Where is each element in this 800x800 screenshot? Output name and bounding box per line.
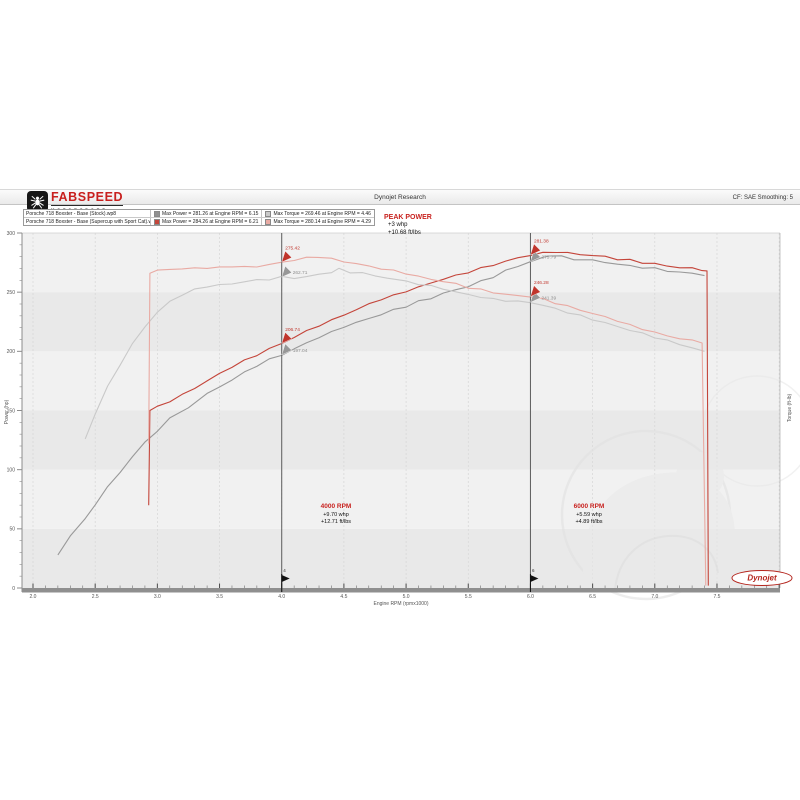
- y-tick-label: 300: [7, 231, 16, 237]
- x-tick-label: 4.5: [340, 594, 347, 600]
- x-tick-label: 2.0: [30, 594, 37, 600]
- fabspeed-watermark: [560, 375, 800, 601]
- annotation-line: +10.68 ft/lbs: [388, 229, 421, 236]
- x-tick-label: 2.5: [92, 594, 99, 600]
- x-tick-label: 5.5: [465, 594, 472, 600]
- torque-stock-curve: [84, 267, 705, 440]
- legend-row-supercup[interactable]: Porsche 718 Boxster - Base (Supercup wit…: [24, 217, 374, 225]
- dynojet-logo-text: Dynojet: [747, 574, 777, 583]
- plot-foreground: 0 50 100 150 200 250 300 2.0 2.5 3.0 3.5 4.0 4.5 5.0 5…: [7, 231, 781, 600]
- annotation-line: +4.89 ft/lbs: [575, 519, 603, 526]
- y-tick-label: 0: [12, 586, 15, 592]
- chart-title: Dynojet Research: [374, 194, 426, 201]
- max-torque-label: Max Torque = 269.46 at Engine RPM = 4.46: [273, 210, 371, 217]
- y-tick-label: 250: [7, 290, 16, 296]
- watermark-lion-mane-icon: [614, 534, 719, 591]
- value-flag-label: 262.71: [293, 270, 308, 276]
- x-axis-bar: [22, 588, 780, 593]
- x-tick-label: 3.0: [154, 594, 161, 600]
- value-flag-icon: [530, 290, 541, 303]
- value-flag-icon: [530, 285, 541, 297]
- watermark-lion-body-icon: [582, 472, 735, 590]
- annotation-line: +3 whp: [388, 222, 408, 229]
- dynojet-logo-oval-icon: [731, 570, 793, 586]
- annotation-line: +5.59 whp: [576, 511, 602, 518]
- max-torque-label: Max Torque = 280.14 at Engine RPM = 4.29: [273, 218, 371, 225]
- chart-header-bar: Dynojet Research CF: SAE Smoothing: 5: [0, 189, 800, 205]
- cursor-flag-label: 6: [532, 568, 535, 573]
- spider-icon: [27, 191, 48, 212]
- legend-row-stock[interactable]: Porsche 718 Boxster - Base (Stock).wp8 M…: [24, 210, 374, 217]
- max-torque-cell: Max Torque = 280.14 at Engine RPM = 4.29: [261, 218, 373, 225]
- power-stock-curve: [57, 255, 705, 556]
- value-flag-label: 241.39: [541, 295, 556, 301]
- value-flag-icon: [281, 250, 293, 263]
- band: [22, 410, 780, 470]
- max-torque-cell: Max Torque = 269.46 at Engine RPM = 4.46: [261, 210, 373, 217]
- value-flag-label: 281.38: [534, 239, 549, 245]
- max-power-label: Max Power = 281.26 at Engine RPM = 6.15: [162, 210, 259, 217]
- x-tick-label: 6.0: [527, 594, 534, 600]
- x-tick-label: 7.0: [651, 594, 658, 600]
- value-flag-icon: [281, 265, 293, 278]
- rpm4000-annotation: 4000 RPM +9.70 whp +12.71 ft/lbs: [296, 503, 376, 527]
- x-tick-label: 5.0: [403, 594, 410, 600]
- annotation-line: +12.71 ft/lbs: [320, 519, 352, 526]
- fabspeed-brand-text: FABSPEED: [51, 190, 124, 206]
- value-flag-icon: [530, 243, 541, 256]
- torque-supercup-curve: [148, 256, 707, 586]
- correction-smoothing-label: CF: SAE Smoothing: 5: [732, 194, 793, 201]
- cursor-flag-icon: [530, 575, 539, 582]
- y-left-axis-title: Power (hp): [4, 399, 10, 424]
- value-flag-label: 206.74: [285, 327, 300, 333]
- x-tick-label: 7.5: [714, 594, 721, 600]
- rpm6000-annotation: 6000 RPM +5.59 whp +4.89 ft/lbs: [549, 503, 629, 527]
- power-swatch-icon: [154, 218, 160, 225]
- torque-swatch-icon: [265, 218, 272, 225]
- value-flag-label: 275.42: [285, 246, 300, 252]
- annotation-title: 4000 RPM: [320, 503, 352, 510]
- y-right-axis-title: Torque (ft-lb): [787, 393, 793, 422]
- max-power-cell: Max Power = 284.26 at Engine RPM = 6.21: [150, 218, 261, 225]
- y-tick-label: 200: [7, 349, 16, 355]
- value-flag-label: 197.04: [293, 348, 308, 354]
- y-tick-label: 50: [9, 527, 15, 533]
- value-flag-label: 246.28: [534, 280, 549, 286]
- value-flag-icon: [281, 331, 293, 344]
- value-flag-icon: [530, 250, 541, 263]
- max-power-cell: Max Power = 281.26 at Engine RPM = 6.15: [150, 210, 261, 217]
- power-swatch-icon: [154, 210, 160, 217]
- y-tick-label: 100: [7, 467, 16, 473]
- x-axis-title: Engine RPM (rpmx1000): [373, 601, 428, 607]
- max-power-label: Max Power = 284.26 at Engine RPM = 6.21: [162, 218, 259, 225]
- run-name: Porsche 718 Boxster - Base (Stock).wp8: [26, 210, 117, 217]
- cursor-flag-label: 4: [283, 568, 286, 573]
- peak-power-annotation: PEAK POWER +3 whp +10.68 ft/lbs: [384, 213, 432, 238]
- band: [22, 351, 780, 411]
- value-flag-icon: [281, 343, 293, 356]
- torque-swatch-icon: [265, 210, 272, 217]
- band: [22, 292, 780, 352]
- annotation-title: PEAK POWER: [384, 214, 432, 221]
- annotation-title: 6000 RPM: [573, 503, 605, 510]
- legend: Porsche 718 Boxster - Base (Stock).wp8 M…: [23, 209, 375, 226]
- cursor-flag-icon: [281, 575, 290, 582]
- watermark-lion-head-icon: [676, 452, 724, 500]
- dynojet-logo: Dynojet: [731, 570, 793, 586]
- annotation-line: +9.70 whp: [323, 511, 349, 518]
- value-flag-label: 275.79: [541, 255, 556, 261]
- power-supercup-curve: [148, 251, 709, 586]
- run-name: Porsche 718 Boxster - Base (Supercup wit…: [26, 218, 150, 225]
- y-tick-label: 150: [7, 408, 16, 414]
- x-tick-label: 6.5: [589, 594, 596, 600]
- watermark-ring2-icon: [701, 375, 800, 487]
- x-tick-label: 3.5: [216, 594, 223, 600]
- x-tick-label: 4.0: [278, 594, 285, 600]
- dyno-plot: 0 50 100 150 200 250 300 2.0 2.5 3.0 3.5 4.0 4.5 5.0 5…: [4, 231, 800, 607]
- band: [22, 233, 780, 293]
